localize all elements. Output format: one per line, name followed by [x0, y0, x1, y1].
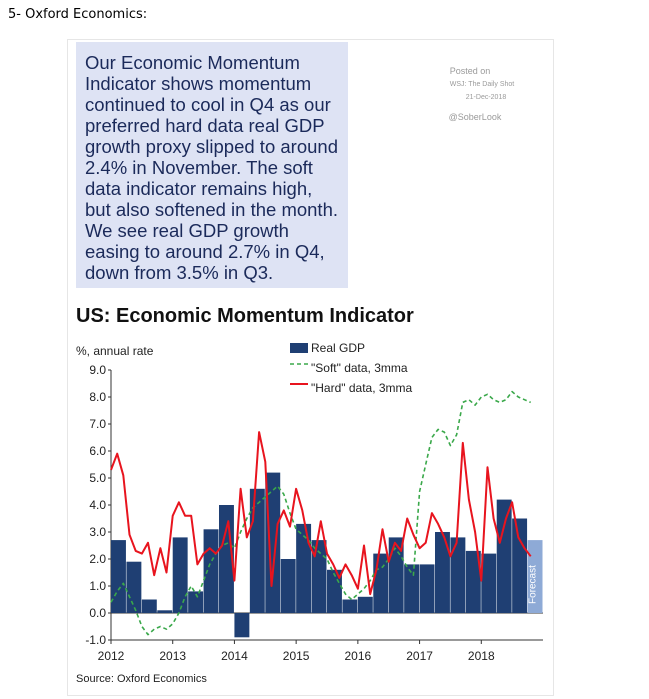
gdp-bar: [419, 564, 435, 613]
forecast-bar: [527, 540, 543, 613]
y-tick-label: 6.0: [89, 444, 106, 458]
summary-text: Our Economic Momentum Indicator shows mo…: [85, 52, 339, 283]
x-tick-label: 2014: [221, 649, 248, 663]
gdp-bar: [512, 518, 528, 613]
gdp-bar: [265, 472, 281, 613]
gdp-bar: [280, 559, 296, 613]
legend-label: "Soft" data, 3mma: [311, 361, 408, 375]
gdp-bar: [249, 488, 265, 613]
y-tick-label: 2.0: [89, 552, 106, 566]
legend-label: "Hard" data, 3mma: [311, 381, 413, 395]
gdp-bar: [435, 532, 450, 613]
y-tick-label: 1.0: [89, 579, 106, 593]
y-tick-label: 7.0: [89, 417, 106, 431]
watermark-date: 21-Dec-2018: [465, 94, 507, 101]
x-tick-label: 2016: [345, 649, 372, 663]
chart-source: Source: Oxford Economics: [76, 673, 207, 685]
watermark-outlet: WSJ: The Daily Shot: [449, 81, 515, 88]
y-tick-label: 9.0: [89, 363, 106, 377]
x-tick-label: 2017: [406, 649, 433, 663]
gdp-bar: [342, 599, 358, 613]
y-tick-label: 8.0: [89, 390, 106, 404]
watermark-handle: @SoberLook: [448, 112, 502, 122]
gdp-bar: [496, 499, 512, 613]
watermark-posted-on: Posted on: [449, 66, 491, 76]
gdp-bar: [296, 523, 312, 613]
gdp-bar: [404, 564, 420, 613]
gdp-bar: [373, 553, 389, 613]
y-tick-label: 5.0: [89, 471, 106, 485]
x-tick-label: 2015: [283, 649, 310, 663]
x-tick-label: 2013: [159, 649, 186, 663]
gdp-bar: [450, 537, 466, 613]
legend-swatch-real-gdp: [290, 343, 308, 353]
gdp-bar: [203, 529, 219, 613]
x-tick-label: 2012: [98, 649, 125, 663]
soft-data-line: [110, 390, 532, 636]
gdp-bar: [357, 596, 373, 613]
page-heading: 5- Oxford Economics:: [8, 7, 148, 22]
y-tick-label: 3.0: [89, 525, 106, 539]
gdp-bar: [311, 540, 327, 613]
y-tick-label: -1.0: [85, 633, 106, 647]
gdp-bar: [388, 537, 404, 613]
chart-title: US: Economic Momentum Indicator: [76, 305, 414, 327]
legend-label: Real GDP: [311, 341, 365, 355]
forecast-label: Forecast: [527, 565, 538, 604]
gdp-bar: [481, 553, 497, 613]
gdp-bar: [111, 540, 126, 613]
gdp-bar: [465, 550, 481, 613]
gdp-bar: [126, 561, 142, 613]
y-tick-label: 0.0: [89, 606, 106, 620]
summary-box: Our Economic Momentum Indicator shows mo…: [76, 42, 348, 288]
x-tick-label: 2018: [468, 649, 495, 663]
gdp-bar: [234, 613, 250, 638]
momentum-chart: -1.0 0.0 1.0 2.0 3.0 4.0 5.0 6.0 7.0 8.0 9.0 2012 20…: [85, 341, 543, 663]
gdp-bar: [157, 610, 173, 613]
gdp-bar: [141, 599, 157, 613]
chart-card: Our Economic Momentum Indicator shows mo…: [67, 39, 554, 696]
y-tick-label: 4.0: [89, 498, 106, 512]
y-axis-label: %, annual rate: [76, 344, 154, 358]
gdp-bar: [172, 537, 188, 613]
hard-data-line: [110, 431, 532, 596]
gdp-bar: [188, 591, 204, 613]
